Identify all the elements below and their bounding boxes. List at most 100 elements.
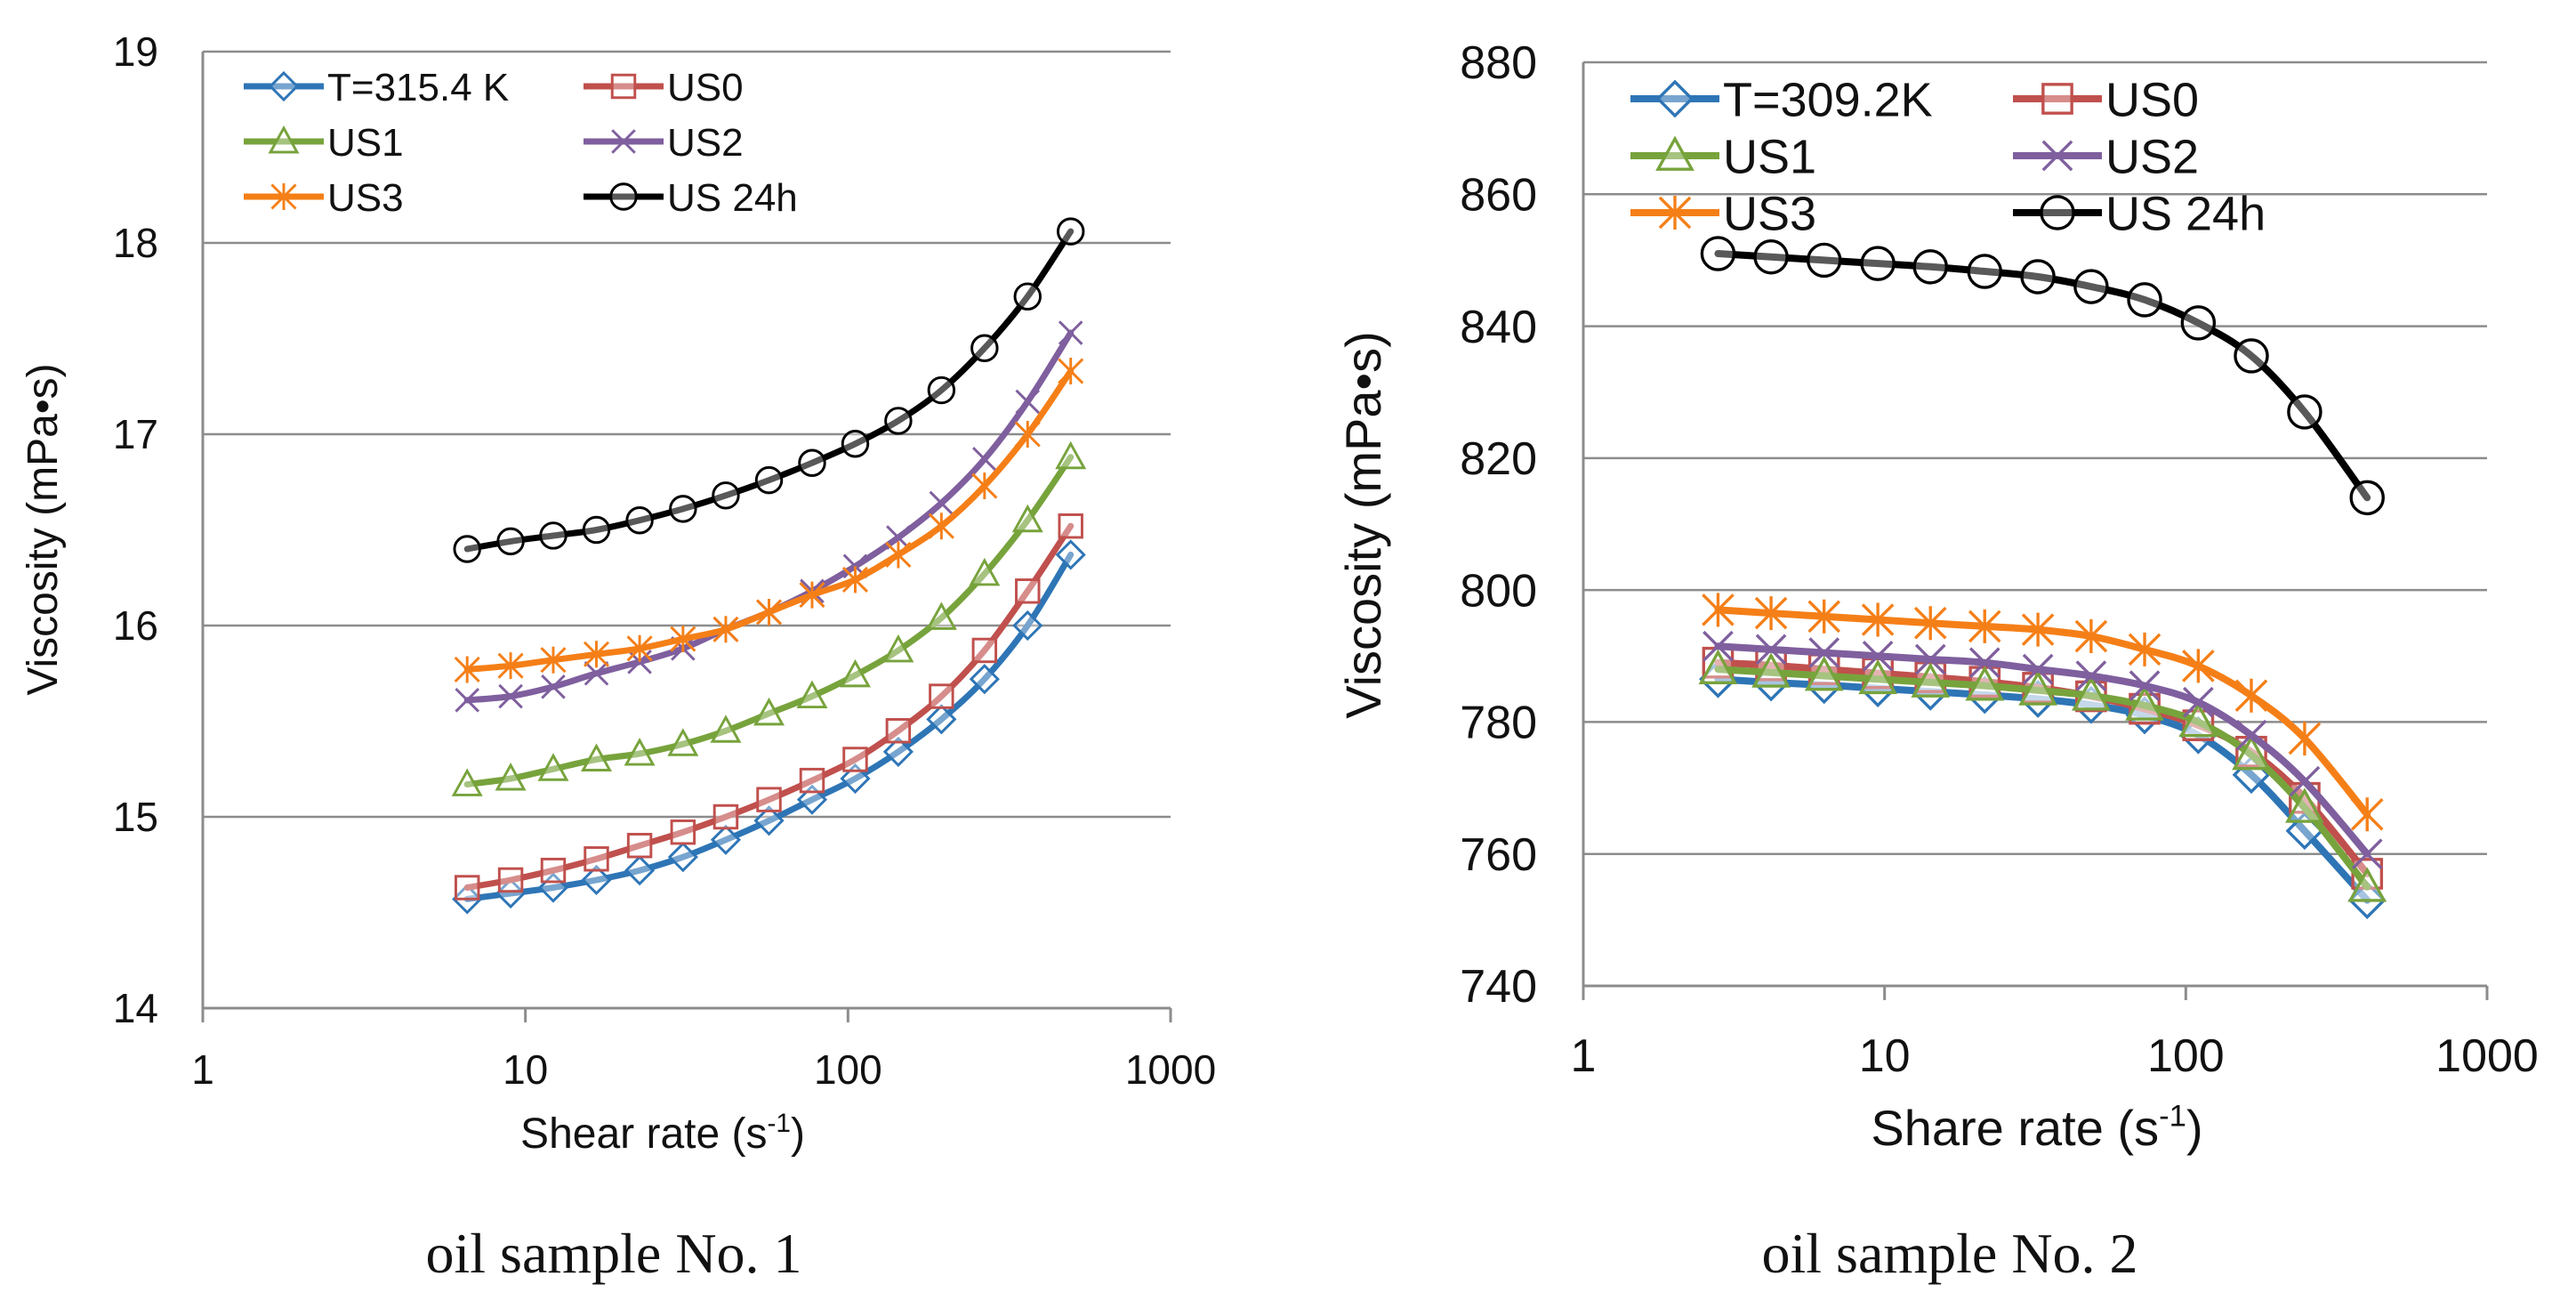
data-point	[580, 743, 612, 771]
data-point	[1055, 539, 1086, 570]
legend-marker	[2041, 83, 2073, 115]
series-t-315-4-k	[452, 539, 1086, 915]
data-point	[927, 375, 956, 405]
data-point	[886, 525, 911, 550]
data-point	[1753, 238, 1789, 275]
data-point	[1055, 440, 1087, 470]
data-point	[1858, 658, 1897, 695]
data-point	[2127, 282, 2162, 318]
data-point	[972, 447, 997, 472]
legend-label: T=309.2K	[1723, 73, 1933, 126]
legend-item-us3: US3	[1630, 187, 1816, 240]
y-tick-label: 860	[1460, 169, 1537, 221]
legend-item-us-24h: US 24h	[584, 176, 798, 220]
data-point	[584, 846, 609, 872]
data-point	[2285, 787, 2324, 823]
data-point	[1862, 640, 1894, 672]
data-point	[1755, 634, 1787, 666]
data-point	[2072, 675, 2111, 711]
series-line-us-24h	[463, 228, 1075, 553]
data-point	[926, 704, 957, 735]
data-point	[2289, 765, 2321, 797]
data-point	[2232, 735, 2271, 771]
data-point	[1968, 609, 2001, 643]
legend-marker	[270, 183, 297, 210]
data-point	[2288, 721, 2322, 755]
x-tick-label: 100	[2147, 1030, 2225, 1082]
legend-marker	[2041, 140, 2073, 172]
y-tick-label: 740	[1460, 961, 1537, 1013]
y-tick-label: 840	[1460, 302, 1537, 353]
data-point	[2021, 612, 2055, 647]
data-point	[2022, 653, 2054, 685]
data-point	[1011, 504, 1043, 533]
y-tick-label: 19	[113, 28, 158, 75]
legend-label: US3	[1723, 187, 1816, 240]
data-point	[582, 515, 611, 545]
data-point	[581, 864, 612, 896]
data-point	[2129, 670, 2161, 701]
legend-marker	[610, 73, 637, 100]
legend-label: US0	[667, 66, 744, 109]
data-point	[1806, 242, 1842, 279]
data-point	[929, 683, 954, 709]
series-line-us0	[463, 522, 1075, 891]
data-point	[537, 753, 569, 781]
data-point	[1912, 249, 1948, 285]
data-point	[712, 803, 739, 830]
data-point	[712, 481, 740, 510]
data-point	[2235, 719, 2267, 751]
y-tick-label: 14	[113, 985, 158, 1031]
y-tick-label: 820	[1460, 433, 1537, 485]
legend-marker	[1658, 196, 1692, 230]
data-point	[1698, 649, 1738, 684]
y-tick-label: 800	[1460, 565, 1537, 617]
data-point	[799, 581, 825, 609]
data-point	[710, 824, 742, 855]
data-point	[839, 658, 871, 688]
series-us-24h	[453, 217, 1085, 563]
data-point	[1013, 282, 1042, 311]
data-point	[756, 787, 782, 812]
data-point	[710, 715, 742, 743]
data-point	[799, 767, 825, 794]
data-point	[712, 616, 739, 643]
legend-item-us1: US1	[1630, 130, 1816, 183]
data-point	[455, 688, 480, 713]
legend-label: US 24h	[667, 176, 798, 220]
data-point	[2347, 867, 2387, 902]
data-point	[754, 465, 784, 495]
data-point	[496, 527, 525, 556]
legend-item-us2: US2	[2013, 130, 2199, 183]
y-tick-label: 18	[113, 220, 158, 266]
legend-marker	[609, 182, 638, 211]
legend-label: T=315.4 K	[327, 66, 509, 109]
data-point	[1807, 599, 1840, 634]
data-point	[455, 875, 480, 900]
data-point	[667, 842, 698, 873]
legend-marker	[1655, 79, 1695, 118]
figure-caption: oil sample No. 1	[425, 1222, 801, 1285]
y-tick-label: 17	[113, 411, 158, 457]
data-point	[495, 762, 527, 791]
data-point	[969, 664, 1000, 695]
series-us-24h	[1700, 236, 2385, 516]
data-point	[453, 535, 481, 563]
data-point	[539, 521, 568, 550]
figure-caption: oil sample No. 2	[1761, 1222, 2137, 1285]
data-point	[2178, 701, 2218, 738]
data-point	[1965, 666, 2005, 701]
data-point	[2349, 480, 2385, 516]
y-tick-label: 780	[1460, 698, 1537, 749]
data-point	[971, 637, 998, 664]
x-tick-label: 100	[814, 1046, 882, 1093]
data-point	[925, 602, 957, 630]
legend-label: US 24h	[2105, 187, 2266, 240]
data-point	[583, 641, 610, 668]
x-axis-title: Share rate (s-1)	[1871, 1100, 2202, 1156]
legend-label: US2	[2105, 130, 2199, 183]
series-us3	[1702, 593, 2384, 832]
data-point	[1808, 637, 1840, 668]
chart-panel-sample-1: 14 15 16 17 18 19 1 10 100 1000 Viscosity (mPa•s) S…	[20, 28, 1216, 1285]
